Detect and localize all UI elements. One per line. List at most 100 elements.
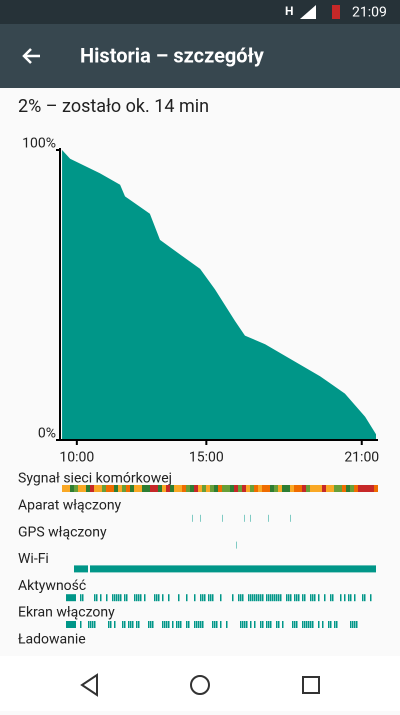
toolbar-title: Historia – szczegóły — [80, 43, 265, 67]
activity-segment — [124, 621, 126, 628]
signal-segment — [298, 485, 302, 492]
network-type: H — [285, 4, 293, 18]
activity-segment — [312, 621, 314, 628]
signal-segment — [330, 485, 334, 492]
activity-segment — [94, 594, 96, 602]
signal-segment — [242, 485, 246, 492]
nav-home[interactable] — [190, 675, 210, 695]
signal-segment — [214, 485, 218, 492]
activity-segment — [270, 594, 272, 602]
signal-segment — [314, 485, 318, 492]
activity-segment — [298, 594, 300, 602]
signal-segment — [162, 485, 166, 492]
signal-segment — [322, 485, 326, 492]
activity-segment — [324, 594, 326, 602]
signal-segment — [354, 485, 358, 492]
activity-segment — [154, 594, 156, 602]
signal-segment — [110, 485, 114, 492]
signal-segment — [302, 485, 306, 492]
activity-segment — [106, 594, 108, 602]
battery-icon — [332, 5, 340, 19]
signal-segment — [290, 485, 294, 492]
activity-segment — [80, 621, 82, 628]
activity-segment — [162, 621, 164, 628]
activity-segment — [288, 594, 290, 602]
activity-segment — [268, 594, 270, 602]
activity-segment — [348, 594, 350, 602]
signal-segment — [326, 485, 330, 492]
signal-segment — [90, 485, 94, 492]
activity-segment — [136, 621, 138, 628]
activity-segment — [112, 594, 114, 602]
activity-segment — [178, 594, 180, 602]
signal-segment — [150, 485, 154, 492]
signal-segment — [170, 485, 174, 492]
activity-segment — [118, 594, 120, 602]
activity-segment — [122, 621, 124, 628]
activity-segment — [252, 594, 254, 602]
activity-segment — [226, 621, 228, 628]
activity-segment — [220, 621, 222, 628]
activity-segment — [232, 594, 234, 602]
activity-segment — [148, 621, 150, 628]
toolbar — [0, 24, 400, 88]
activity-segment — [132, 621, 134, 628]
activity-segment — [304, 621, 306, 628]
activity-segment — [180, 621, 182, 628]
gps-segment — [236, 541, 237, 549]
signal-segment — [262, 485, 266, 492]
signal-icon — [300, 5, 316, 19]
signal-segment — [198, 485, 202, 492]
signal-segment — [154, 485, 158, 492]
activity-segment — [238, 594, 240, 602]
signal-segment — [66, 485, 70, 492]
nav-back[interactable] — [80, 673, 98, 697]
activity-segment — [364, 594, 366, 602]
activity-segment — [176, 621, 178, 628]
activity-segment — [362, 594, 364, 602]
signal-segment — [186, 485, 190, 492]
activity-segment — [110, 621, 112, 628]
activity-segment — [94, 621, 96, 628]
signal-segment — [158, 485, 162, 492]
activity-segment — [126, 594, 128, 602]
activity-segment — [96, 594, 98, 602]
activity-segment — [318, 594, 320, 602]
activity-segment — [188, 621, 190, 628]
activity-segment — [266, 621, 268, 628]
activity-segment — [260, 621, 262, 628]
wifi-segment — [74, 565, 88, 573]
activity-segment — [290, 594, 292, 602]
nav-recents[interactable] — [302, 676, 320, 694]
activity-segment — [270, 621, 272, 628]
activity-segment — [248, 594, 250, 602]
track-label: Ładowanie — [18, 632, 86, 648]
signal-segment — [246, 485, 250, 492]
signal-segment — [122, 485, 126, 492]
signal-segment — [258, 485, 262, 492]
activity-segment — [272, 594, 274, 602]
signal-segment — [238, 485, 242, 492]
activity-segment — [114, 594, 116, 602]
signal-segment — [202, 485, 206, 492]
signal-segment — [270, 485, 274, 492]
camera-segment — [200, 514, 201, 522]
summary: 2% – zostało ok. 14 min — [18, 96, 209, 117]
signal-segment — [254, 485, 258, 492]
activity-segment — [172, 621, 174, 628]
activity-segment — [144, 594, 146, 602]
activity-segment — [274, 594, 276, 602]
activity-segment — [88, 621, 90, 628]
signal-segment — [106, 485, 110, 492]
activity-segment — [312, 594, 314, 602]
activity-segment — [120, 594, 122, 602]
activity-segment — [166, 621, 168, 628]
activity-segment — [136, 594, 138, 602]
activity-segment — [302, 594, 304, 602]
signal-segment — [166, 485, 170, 492]
back-button[interactable] — [22, 48, 40, 64]
activity-segment — [250, 621, 252, 628]
activity-segment — [276, 621, 278, 628]
activity-segment — [240, 594, 242, 602]
